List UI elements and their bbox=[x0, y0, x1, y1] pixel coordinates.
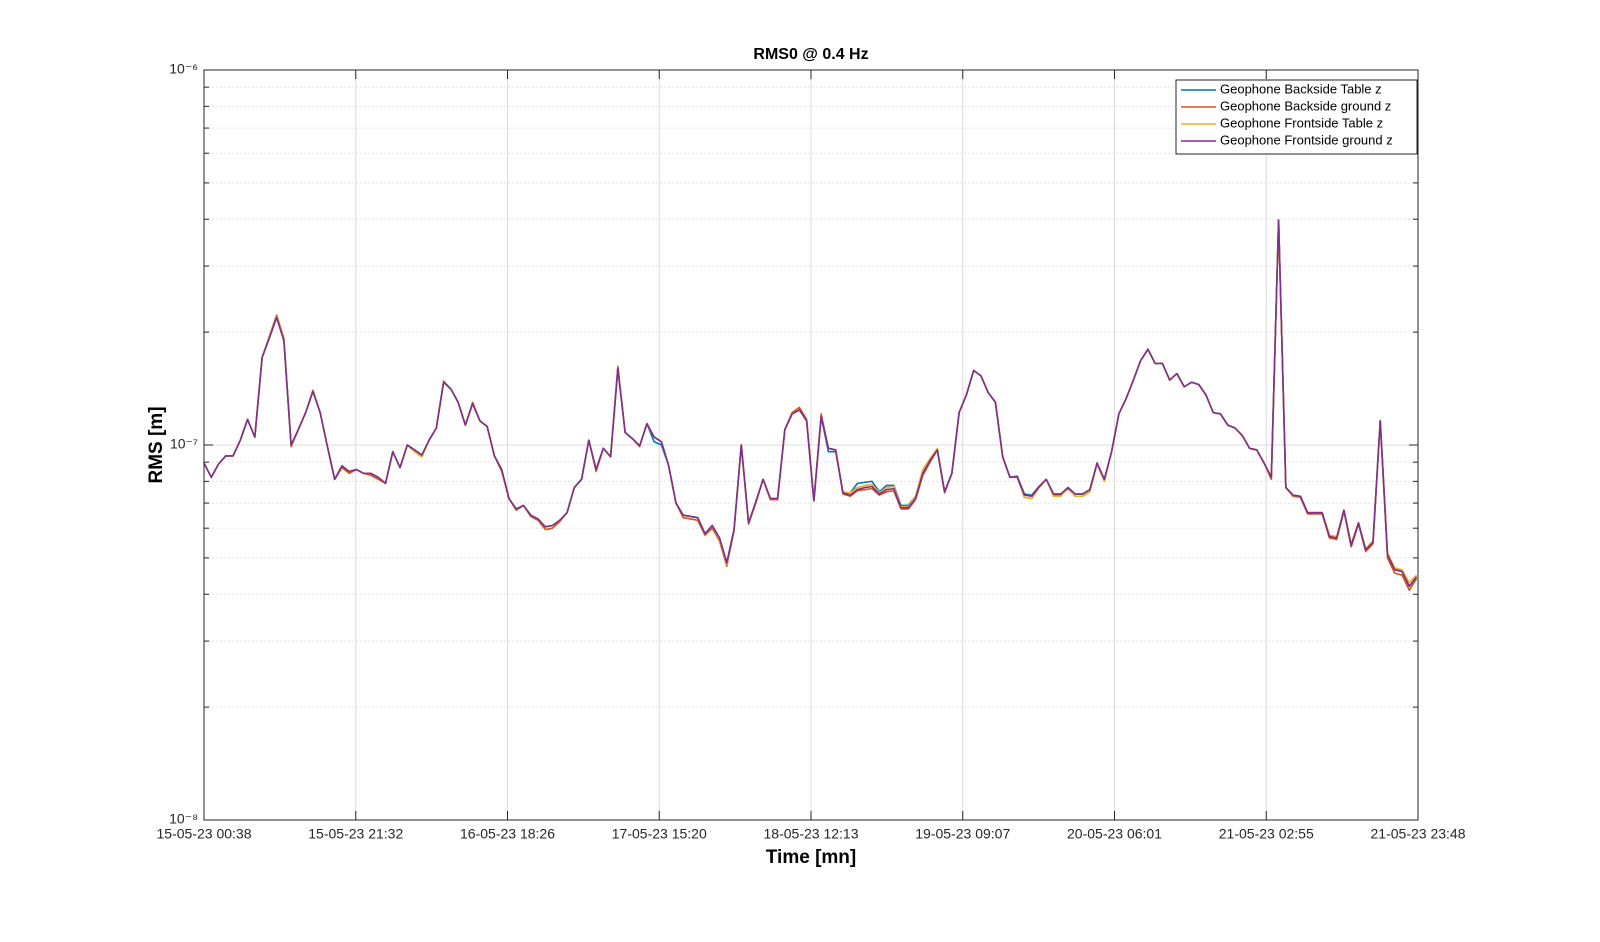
x-tick-label: 21-05-23 02:55 bbox=[1219, 826, 1314, 842]
series-line bbox=[203, 219, 1418, 588]
axes-box bbox=[203, 69, 1419, 821]
chart-title: RMS0 @ 0.4 Hz bbox=[753, 46, 868, 63]
x-tick-label: 21-05-23 23:48 bbox=[1371, 826, 1466, 842]
axes: 10⁻⁸ 10⁻⁷ 10⁻⁶ 15-05-23 00:38 15-05-23 21:32… bbox=[157, 61, 1466, 842]
legend-box bbox=[1175, 79, 1418, 155]
legend-label: Geophone Frontside Table z bbox=[1220, 115, 1383, 130]
x-axis-label: Time [mn] bbox=[766, 847, 856, 868]
y-tick-label: 10⁻⁶ bbox=[169, 61, 198, 77]
y-tick-label: 10⁻⁸ bbox=[169, 811, 198, 827]
legend-label: Geophone Backside ground z bbox=[1220, 98, 1391, 113]
legend: Geophone Backside Table z Geophone Backsi… bbox=[1175, 79, 1418, 155]
x-tick-label: 19-05-23 09:07 bbox=[915, 826, 1010, 842]
x-tick-label: 15-05-23 21:32 bbox=[308, 826, 403, 842]
x-tick-label: 15-05-23 00:38 bbox=[157, 826, 252, 842]
legend-label: Geophone Backside Table z bbox=[1220, 81, 1382, 96]
x-tick-label: 20-05-23 06:01 bbox=[1067, 826, 1162, 842]
x-tick-label: 17-05-23 15:20 bbox=[612, 826, 707, 842]
x-tick-label: 18-05-23 12:13 bbox=[764, 826, 859, 842]
y-tick-label: 10⁻⁷ bbox=[170, 436, 198, 452]
legend-label: Geophone Frontside ground z bbox=[1220, 132, 1393, 147]
y-axis-label: RMS [m] bbox=[146, 406, 167, 483]
x-tick-label: 16-05-23 18:26 bbox=[460, 826, 555, 842]
lines bbox=[203, 219, 1418, 592]
